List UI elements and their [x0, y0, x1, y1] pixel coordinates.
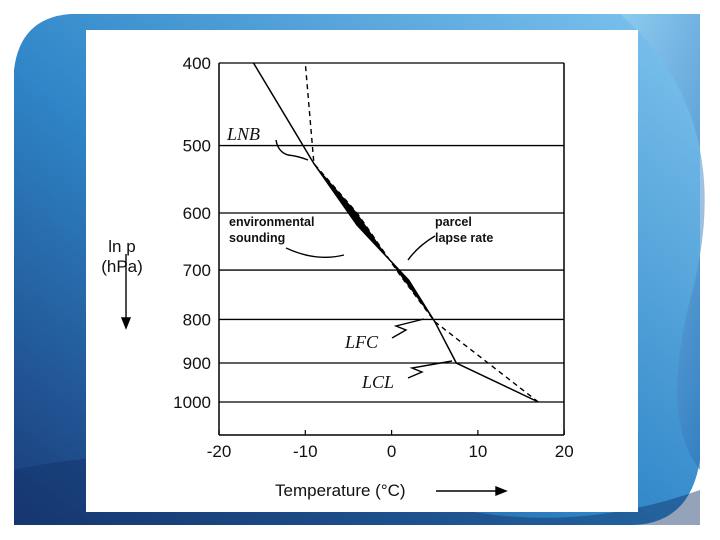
- series-environmental-sounding: [252, 62, 539, 403]
- y-axis-title-line2: (hPa): [101, 257, 143, 276]
- y-tick-label-900: 900: [183, 354, 211, 373]
- y-tick-label-600: 600: [183, 204, 211, 223]
- annotation-lcl: LCL: [361, 372, 394, 392]
- grid-layer: [219, 62, 564, 403]
- figure-panel: 400 500 600 700 800 900 1000 -20 -10 0 10 20 ln p (…: [86, 30, 638, 512]
- arrow-lcl: [407, 360, 453, 379]
- annotation-lapse-rate: lapse rate: [435, 231, 493, 245]
- annotation-sounding: sounding: [229, 231, 285, 245]
- x-tick-label--10: -10: [293, 442, 318, 461]
- arrow-parcel: [407, 235, 436, 261]
- slide-swoosh-right: [620, 14, 705, 470]
- arrow-ylabel-head: [120, 317, 132, 330]
- annotation-parcel: parcel: [435, 215, 472, 229]
- annotation-lnb: LNB: [226, 124, 260, 144]
- annotation-arrows: [120, 139, 508, 497]
- arrow-xlabel-head: [495, 485, 508, 497]
- y-tick-label-800: 800: [183, 310, 211, 329]
- x-axis-title: Temperature (°C): [275, 481, 406, 500]
- x-tick-label-0: 0: [387, 442, 396, 461]
- series-layer: [252, 62, 539, 403]
- annotation-environmental: environmental: [229, 215, 314, 229]
- y-tick-label-700: 700: [183, 261, 211, 280]
- annotation-lfc: LFC: [344, 332, 379, 352]
- axis-layer: 400 500 600 700 800 900 1000 -20 -10 0 10 20: [173, 54, 573, 461]
- y-tick-label-1000: 1000: [173, 393, 211, 412]
- label-layer: ln p (hPa) Temperature (°C) LNB LFC LCL …: [101, 124, 493, 500]
- y-axis-title-line1: ln p: [108, 237, 135, 256]
- arrow-lnb: [275, 139, 309, 161]
- y-tick-label-500: 500: [183, 137, 211, 156]
- arrow-lfc: [391, 318, 425, 339]
- x-tick-label--20: -20: [207, 442, 232, 461]
- x-tick-label-20: 20: [555, 442, 574, 461]
- arrow-environmental: [285, 247, 345, 258]
- series-parcel-lapse-rate: [304, 62, 539, 403]
- x-tick-label-10: 10: [468, 442, 487, 461]
- chart: 400 500 600 700 800 900 1000 -20 -10 0 10 20 ln p (…: [101, 54, 573, 500]
- y-tick-label-400: 400: [183, 54, 211, 73]
